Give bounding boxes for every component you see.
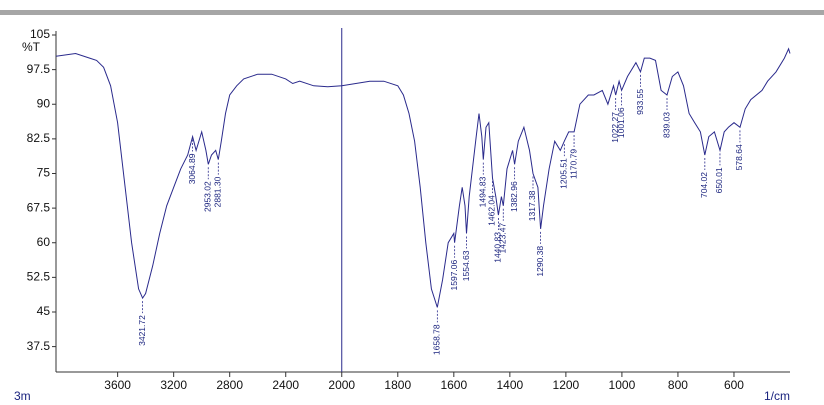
peak-label: 1001.06 [616,107,626,138]
x-axis-label: 1/cm [764,389,790,403]
x-tick-label: 1800 [384,378,411,392]
x-tick-label: 2800 [216,378,243,392]
y-tick-label: 60 [37,235,51,249]
y-tick-label: 67.5 [27,200,51,214]
peak-label: 1022.27 [610,112,620,143]
peak-label: 1658.78 [432,324,442,355]
x-tick-label: 1400 [496,378,523,392]
peak-label: 2953.02 [203,181,213,212]
x-tick-label: 1200 [553,378,580,392]
x-tick-label: 600 [724,378,744,392]
x-tick-label: 3200 [160,378,187,392]
peak-label: 1462.04 [487,195,497,226]
y-tick-label: 105 [30,27,50,41]
peak-label: 933.55 [635,89,645,115]
peak-label: 1317.38 [527,190,537,221]
peak-label: 1290.38 [535,246,545,277]
spectrum-line [55,47,791,308]
peak-label: 3421.72 [137,315,147,346]
x-tick-label: 2000 [328,378,355,392]
peak-label: 1494.83 [478,176,488,207]
peak-label: 1170.79 [568,149,578,179]
peak-label: 3064.89 [187,153,197,184]
y-tick-label: 75 [37,166,51,180]
y-tick-label: 90 [37,96,51,110]
peak-label: 839.03 [661,112,671,138]
peak-label: 1597.06 [449,259,459,290]
x-tick-label: 800 [668,378,688,392]
top-bar [0,10,824,15]
y-axis-label: %T [22,40,41,54]
peak-label: 704.02 [699,172,709,198]
peak-label: 2881.30 [213,176,223,207]
peak-label: 1440.83 [493,232,503,263]
peak-label: 1423.47 [498,223,508,254]
corner-label: 3m [14,389,31,403]
y-tick-label: 97.5 [27,62,51,76]
y-tick-label: 45 [37,304,51,318]
x-tick-label: 3600 [104,378,131,392]
peak-label: 1205.51 [559,158,569,189]
x-tick-label: 1000 [609,378,636,392]
peak-label: 650.01 [714,167,724,193]
peak-label: 1554.63 [461,250,471,281]
peak-label: 578.64 [734,144,744,170]
x-tick-label: 1600 [440,378,467,392]
peak-label: 1382.96 [509,181,519,212]
y-tick-label: 52.5 [27,270,51,284]
x-tick-label: 2400 [272,378,299,392]
y-tick-label: 37.5 [27,339,51,353]
y-tick-label: 82.5 [27,131,51,145]
